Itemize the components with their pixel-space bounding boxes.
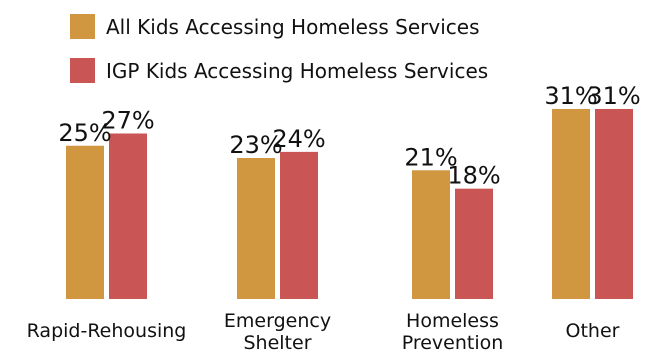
- category-label-4: Other: [566, 320, 620, 342]
- category-label-2-line-1: Emergency: [224, 310, 331, 332]
- bar-series1-2: [237, 158, 275, 299]
- legend-swatch-1: [70, 14, 95, 39]
- data-label-series1-1: 25%: [58, 119, 111, 147]
- data-label-series1-2: 23%: [229, 131, 282, 159]
- category-label-1: Rapid-Rehousing: [27, 320, 187, 342]
- bar-series2-2: [280, 151, 318, 299]
- bar-series2-1: [109, 133, 147, 299]
- legend-label-1: All Kids Accessing Homeless Services: [106, 15, 480, 39]
- legend-label-2: IGP Kids Accessing Homeless Services: [106, 59, 488, 83]
- data-labels: 25%27% 23%24% 21%18% 31%31%: [58, 82, 640, 190]
- category-label-3-line-2: Prevention: [402, 332, 504, 352]
- data-label-series1-4: 31%: [544, 82, 597, 110]
- bar-series2-3: [455, 188, 493, 299]
- data-label-series2-1: 27%: [101, 106, 154, 134]
- bar-series1-1: [66, 145, 104, 299]
- category-label-2-line-2: Shelter: [243, 332, 311, 352]
- bars: [66, 108, 633, 299]
- bar-series2-4: [595, 108, 633, 299]
- data-label-series2-2: 24%: [272, 125, 325, 153]
- bar-series1-3: [412, 170, 450, 299]
- legend: All Kids Accessing Homeless Services IGP …: [70, 14, 488, 83]
- bar-series1-4: [552, 108, 590, 299]
- data-label-series2-3: 18%: [447, 162, 500, 190]
- data-label-series1-3: 21%: [404, 143, 457, 171]
- category-label-3-line-1: Homeless: [406, 310, 499, 332]
- legend-swatch-2: [70, 58, 95, 83]
- data-label-series2-4: 31%: [587, 82, 640, 110]
